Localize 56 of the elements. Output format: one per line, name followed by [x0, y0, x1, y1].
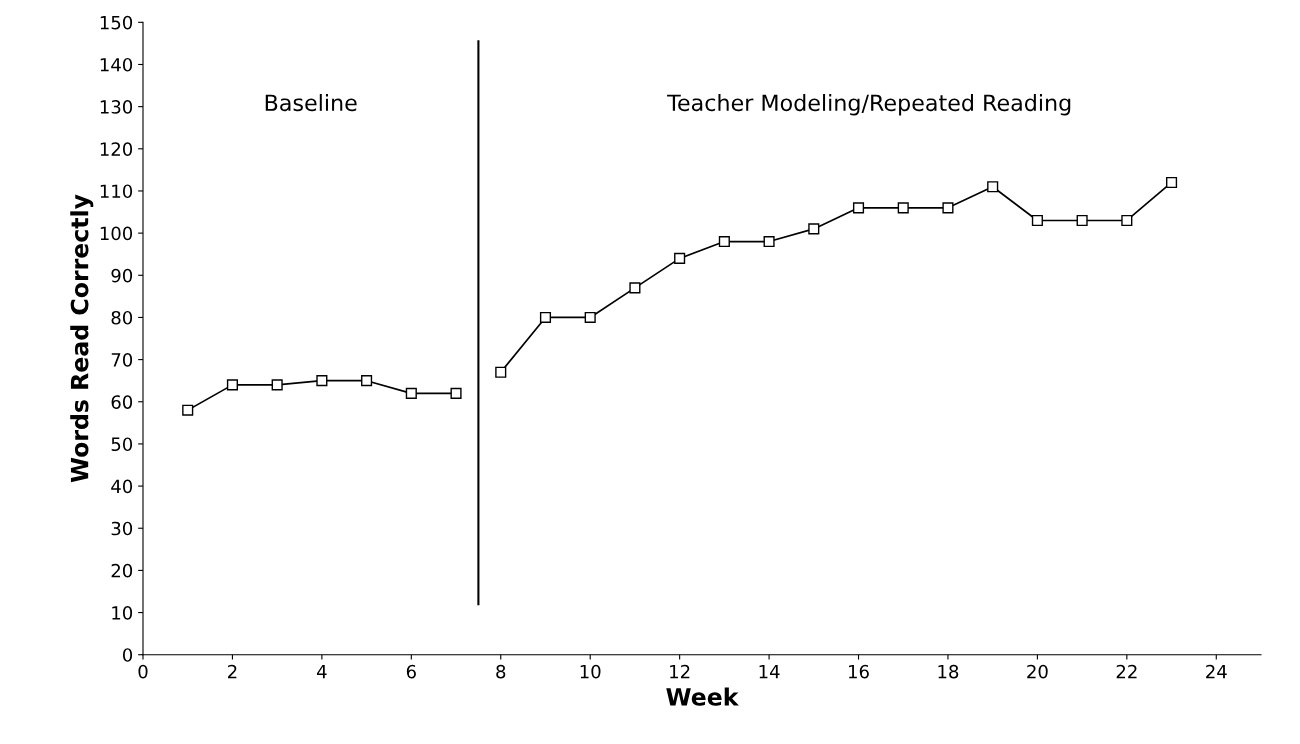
point [450, 387, 462, 399]
y-tick-label: 20 [111, 563, 133, 578]
point [674, 252, 686, 264]
point [271, 379, 283, 391]
x-tick-label: 12 [670, 664, 690, 679]
point [987, 181, 999, 193]
y-tick-label: 60 [111, 395, 133, 409]
point [539, 311, 552, 323]
y-tick-label: 30 [111, 521, 133, 536]
point [942, 202, 954, 214]
x-tick-label: 18 [938, 664, 959, 679]
y-tick-label: 130 [100, 100, 133, 114]
y-tick-label: 100 [100, 226, 133, 241]
x-axis-title: Week [666, 687, 739, 706]
point [897, 202, 909, 214]
y-tick-label: 70 [111, 353, 133, 367]
annotation: Teacher Modeling/Repeated Reading [667, 93, 1071, 116]
y-tick-label: 150 [100, 15, 133, 30]
y-tick-label: 10 [112, 606, 133, 620]
x-tick-label: 24 [1206, 664, 1227, 679]
y-tick-label: 0 [122, 648, 133, 662]
point [852, 202, 865, 214]
point [763, 235, 775, 248]
point [1031, 214, 1043, 227]
point [718, 235, 730, 248]
y-axis-title: Words Read Correctly [70, 194, 94, 483]
point [808, 223, 820, 235]
x-tick-label: 14 [759, 665, 780, 679]
point [361, 375, 373, 387]
point [495, 366, 507, 378]
x-tick-label: 4 [317, 665, 327, 679]
x-tick-label: 20 [1027, 664, 1048, 679]
point [584, 311, 596, 323]
point [629, 282, 641, 294]
y-tick-label: 120 [100, 142, 133, 156]
x-tick-label: 10 [580, 664, 601, 679]
point [405, 387, 417, 399]
annotation: Baseline [265, 93, 357, 112]
x-tick-label: 8 [496, 664, 506, 679]
y-tick-label: 40 [111, 479, 133, 494]
point [1121, 214, 1133, 227]
x-tick-label: 22 [1116, 664, 1137, 679]
point [1166, 176, 1178, 189]
point [316, 375, 328, 387]
y-tick-label: 50 [111, 437, 133, 452]
y-tick-label: 90 [111, 268, 133, 283]
point [226, 379, 238, 391]
y-tick-label: 80 [111, 310, 133, 325]
y-tick-label: 110 [100, 184, 133, 199]
x-tick-label: 0 [138, 664, 148, 679]
x-tick-label: 16 [849, 664, 869, 679]
x-tick-label: 2 [228, 664, 237, 679]
point [182, 404, 194, 416]
y-tick-label: 140 [100, 57, 133, 72]
point [1076, 214, 1088, 227]
x-tick-label: 6 [406, 664, 416, 679]
